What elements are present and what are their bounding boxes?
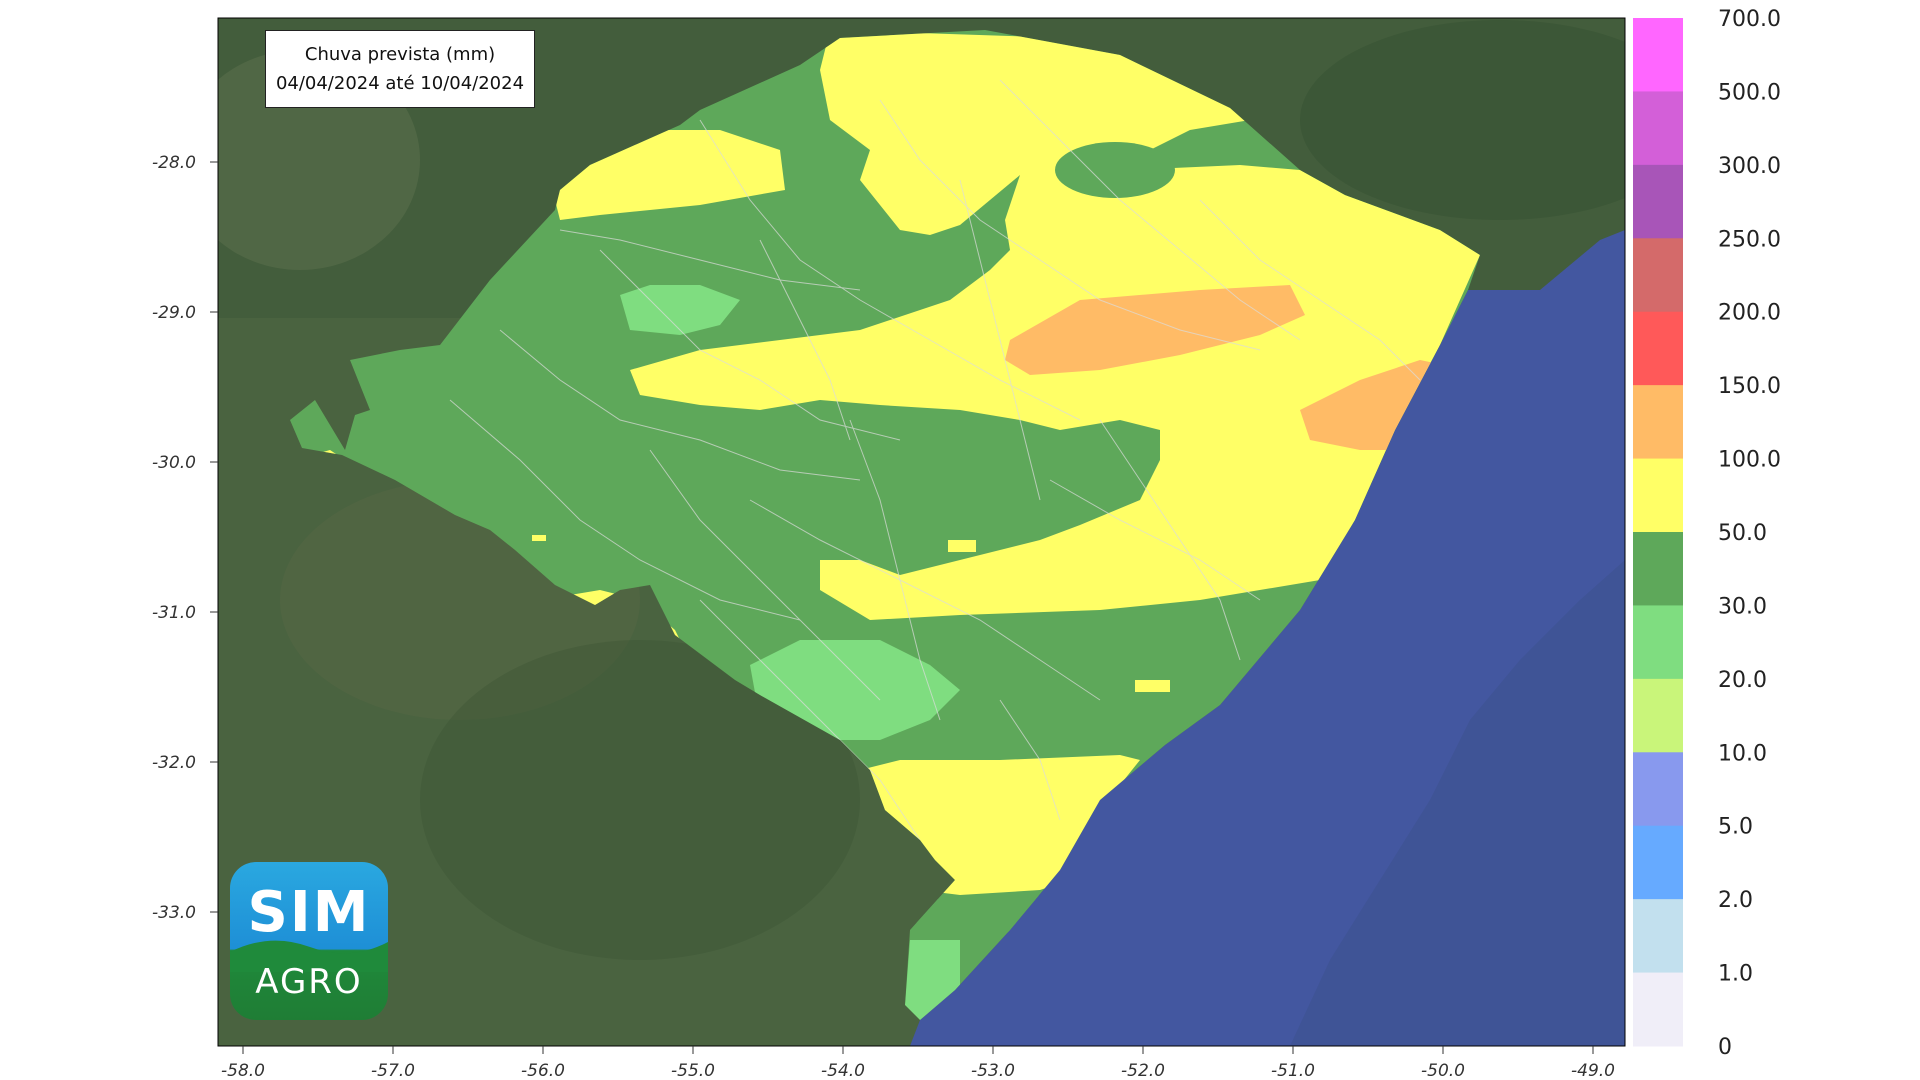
colorbar: 700.0 500.0 300.0 250.0 200.0 150.0 100.0 50.0 3…	[1633, 7, 1781, 1060]
x-tick-label: -55.0	[671, 1061, 715, 1080]
colorbar-segment	[1633, 899, 1683, 974]
y-tick-label: -30.0	[152, 453, 196, 473]
x-tick-label: -54.0	[821, 1061, 865, 1080]
colorbar-label: 500.0	[1718, 80, 1781, 105]
date-range: 04/04/2024 até 10/04/2024	[275, 73, 525, 94]
x-tick-label: -52.0	[1121, 1061, 1165, 1080]
colorbar-segment	[1633, 458, 1683, 533]
map-frame	[217, 17, 1626, 1047]
colorbar-segment	[1633, 311, 1683, 386]
colorbar-segment	[1633, 164, 1683, 239]
colorbar-label: 250.0	[1718, 227, 1781, 252]
y-tick-label: -28.0	[152, 153, 196, 173]
map-title: Chuva prevista (mm)	[304, 44, 496, 65]
colorbar-label: 2.0	[1718, 888, 1753, 913]
x-tick-label: -56.0	[521, 1061, 565, 1080]
colorbar-label: 5.0	[1718, 815, 1753, 840]
colorbar-label: 200.0	[1718, 301, 1781, 326]
colorbar-segment	[1633, 238, 1683, 313]
colorbar-segment	[1633, 605, 1683, 680]
colorbar-label: 50.0	[1718, 521, 1767, 546]
colorbar-label: 20.0	[1718, 668, 1767, 693]
x-tick-label: -53.0	[971, 1061, 1015, 1080]
y-tick-label: -33.0	[152, 903, 196, 923]
x-axis: -58.0 -57.0 -56.0 -55.0 -54.0 -53.0 -52.…	[221, 1046, 1615, 1080]
colorbar-label: 30.0	[1718, 594, 1767, 619]
x-tick-label: -58.0	[221, 1061, 265, 1080]
x-tick-label: -50.0	[1421, 1061, 1465, 1080]
colorbar-label: 300.0	[1718, 154, 1781, 179]
logo-text-sim: SIM	[247, 880, 371, 945]
x-tick-label: -57.0	[371, 1061, 415, 1080]
colorbar-segment	[1633, 972, 1683, 1047]
colorbar-segment	[1633, 385, 1683, 460]
colorbar-label: 1.0	[1718, 962, 1753, 987]
y-tick-label: -31.0	[152, 603, 196, 623]
colorbar-label: 10.0	[1718, 741, 1767, 766]
colorbar-segment	[1633, 825, 1683, 900]
y-axis: -28.0 -29.0 -30.0 -31.0 -32.0 -33.0	[152, 153, 218, 923]
logo-text-agro: AGRO	[255, 962, 363, 1002]
x-tick-label: -51.0	[1271, 1061, 1315, 1080]
y-tick-label: -29.0	[152, 303, 196, 323]
y-tick-label: -32.0	[152, 753, 196, 773]
colorbar-label: 100.0	[1718, 448, 1781, 473]
colorbar-segment	[1633, 91, 1683, 166]
colorbar-label: 0	[1718, 1035, 1732, 1060]
colorbar-label: 150.0	[1718, 374, 1781, 399]
colorbar-segment	[1633, 752, 1683, 827]
x-tick-label: -49.0	[1571, 1061, 1615, 1080]
colorbar-segment	[1633, 18, 1683, 92]
colorbar-segment	[1633, 678, 1683, 753]
simagro-logo: SIM AGRO	[230, 862, 388, 1020]
colorbar-segment	[1633, 532, 1683, 606]
map-title-box: Chuva prevista (mm) 04/04/2024 até 10/04…	[265, 30, 535, 108]
colorbar-label: 700.0	[1718, 7, 1781, 32]
